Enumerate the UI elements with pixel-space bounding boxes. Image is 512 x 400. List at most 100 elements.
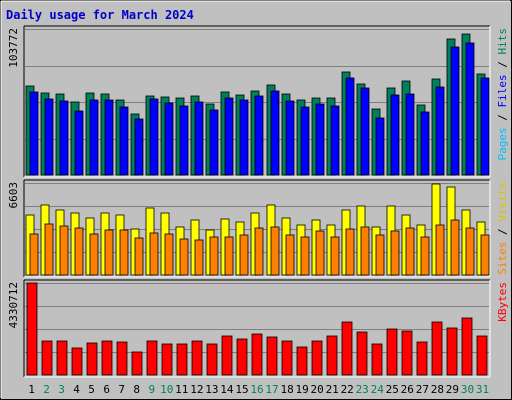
legend-part: Hits	[496, 28, 509, 55]
legend-part: Files	[496, 74, 509, 107]
bar-sites	[270, 226, 280, 276]
bar-kbytes	[431, 321, 443, 376]
bar-sites	[390, 230, 400, 276]
day-label: 1	[28, 383, 35, 396]
bar-kbytes	[146, 340, 158, 376]
day-label: 25	[386, 383, 399, 396]
bar-files	[59, 100, 69, 176]
panel-top: 103772 Pages / Files / Hits	[7, 25, 509, 178]
bar-kbytes	[191, 340, 203, 376]
bar-files	[179, 105, 189, 176]
bar-kbytes	[281, 340, 293, 376]
bar-files	[104, 99, 114, 176]
bar-sites	[239, 234, 249, 276]
day-label: 12	[190, 383, 203, 396]
bar-kbytes	[206, 343, 218, 376]
day-axis-labels: 1 2 3 4 5 6 7 8 9 10 11 12 13 14 15 16 17 18 19 20 21 22 23 24 2…	[28, 383, 489, 396]
bar-sites	[480, 234, 490, 276]
day-label: 23	[356, 383, 369, 396]
bar-kbytes	[56, 340, 68, 376]
bar-files	[74, 110, 84, 176]
y-max-label: 103772	[7, 28, 20, 68]
day-label: 13	[205, 383, 218, 396]
bar-files	[390, 94, 400, 176]
day-label: 8	[133, 383, 140, 396]
bar-files	[209, 109, 219, 176]
bar-kbytes	[416, 341, 428, 376]
bar-files	[270, 90, 280, 176]
day-label: 21	[326, 383, 339, 396]
bar-kbytes	[461, 317, 473, 376]
panel-middle: 6603 Sites / Visits	[7, 179, 509, 278]
bar-kbytes	[71, 347, 83, 376]
bar-kbytes	[101, 340, 113, 376]
y-max-label: 4330712	[7, 282, 20, 328]
bar-files	[134, 118, 144, 176]
bar-sites	[119, 229, 129, 276]
bar-files	[345, 77, 355, 176]
bar-files	[315, 103, 325, 176]
bar-kbytes	[446, 327, 458, 376]
bar-files	[119, 106, 129, 176]
bar-files	[254, 95, 264, 176]
bar-sites	[405, 227, 415, 276]
bar-kbytes	[371, 343, 383, 376]
day-label: 15	[235, 383, 248, 396]
chart-title: Daily usage for March 2024	[6, 8, 194, 22]
legend-part: /	[496, 222, 509, 242]
legend-part: /	[496, 108, 509, 128]
bar-files	[435, 86, 445, 176]
bar-kbytes	[86, 342, 98, 376]
legend-part: /	[496, 55, 509, 75]
bar-kbytes	[326, 335, 338, 376]
bar-sites	[345, 228, 355, 276]
bar-kbytes	[176, 343, 188, 376]
bar-sites	[149, 232, 159, 276]
bar-files	[44, 98, 54, 176]
bar-kbytes	[161, 343, 173, 376]
bar-sites	[44, 223, 54, 276]
bar-sites	[465, 227, 475, 276]
day-label: 26	[401, 383, 414, 396]
bar-sites	[285, 234, 295, 276]
bar-kbytes	[131, 351, 143, 376]
bar-sites	[375, 234, 385, 276]
day-label: 27	[416, 383, 429, 396]
bar-sites	[254, 227, 264, 276]
bar-sites	[360, 226, 370, 276]
bar-files	[375, 117, 385, 176]
bar-sites	[164, 233, 174, 276]
day-label: 22	[341, 383, 354, 396]
day-label: 30	[461, 383, 474, 396]
panel-bottom: 4330712 KBytes	[7, 279, 509, 378]
day-label: 2	[43, 383, 50, 396]
y-max-label: 6603	[7, 182, 20, 209]
day-label: 24	[371, 383, 385, 396]
bar-sites	[89, 233, 99, 276]
bar-kbytes	[476, 335, 488, 376]
day-label: 18	[280, 383, 293, 396]
bar-kbytes	[236, 338, 248, 376]
day-label: 16	[250, 383, 263, 396]
bar-files	[239, 99, 249, 176]
legend-part: Pages	[496, 127, 509, 160]
bar-kbytes	[26, 282, 38, 376]
legend-part: Sites	[496, 242, 509, 275]
bar-files	[29, 91, 39, 176]
bar-files	[194, 101, 204, 176]
day-label: 19	[295, 383, 308, 396]
day-label: 5	[88, 383, 95, 396]
bar-files	[405, 93, 415, 176]
bar-sites	[315, 230, 325, 276]
bar-kbytes	[386, 328, 398, 376]
day-label: 14	[220, 383, 234, 396]
bar-sites	[29, 233, 39, 276]
day-label: 31	[476, 383, 489, 396]
bar-files	[360, 87, 370, 176]
bar-sites	[104, 229, 114, 276]
bar-sites	[74, 227, 84, 276]
day-label: 20	[310, 383, 323, 396]
bar-kbytes	[341, 321, 353, 376]
day-label: 17	[265, 383, 278, 396]
